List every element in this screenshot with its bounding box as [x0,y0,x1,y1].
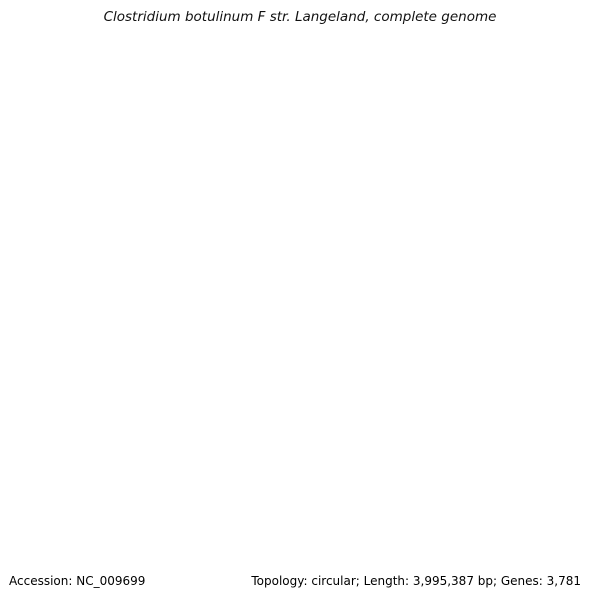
genome-summary-text: Topology: circular; Length: 3,995,387 bp… [251,574,581,588]
accession-text: Accession: NC_009699 [9,574,146,588]
map-title: Clostridium botulinum F str. Langeland, … [103,9,497,25]
